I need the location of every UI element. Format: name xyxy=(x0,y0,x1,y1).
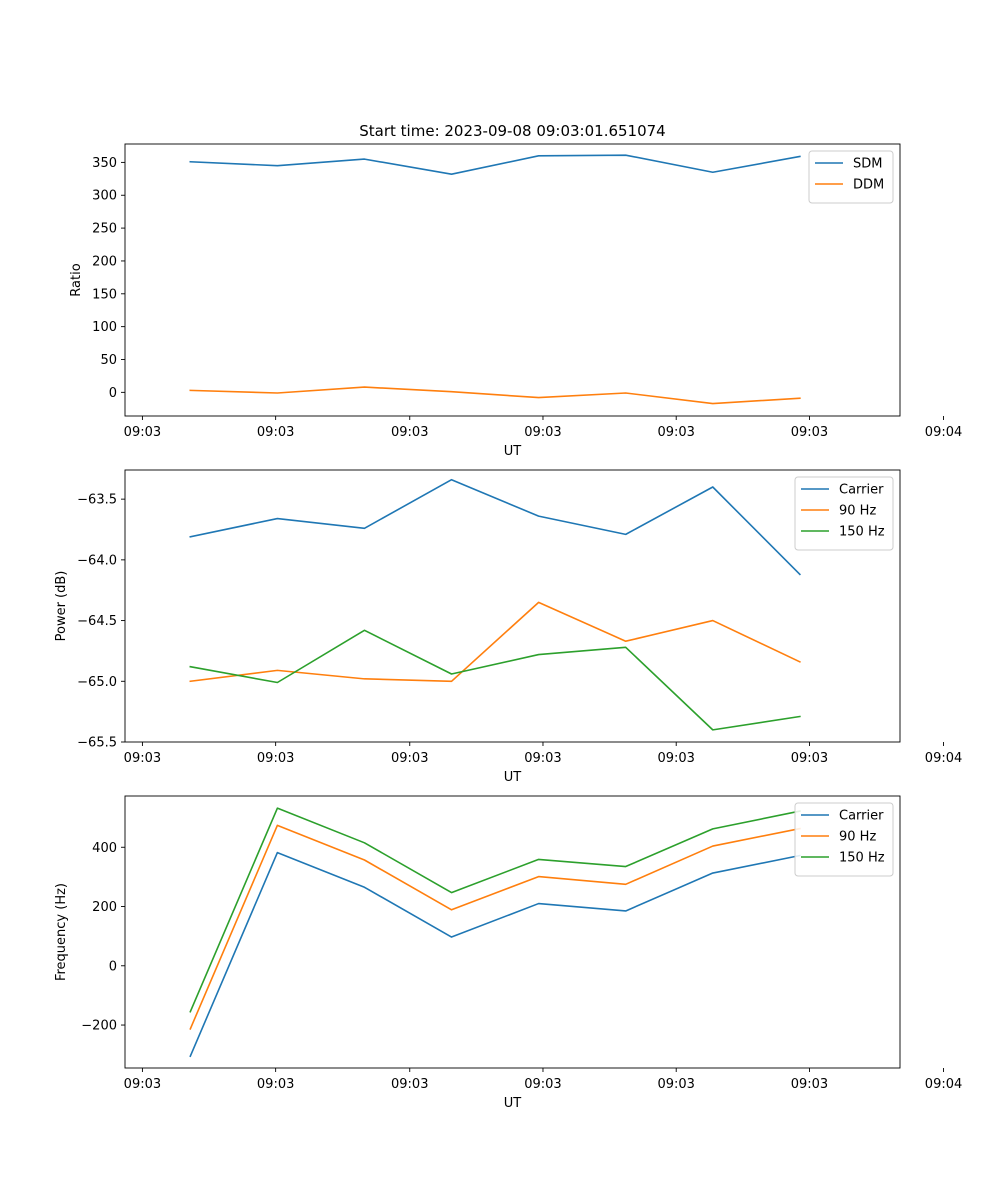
x-axis-label: UT xyxy=(504,770,522,785)
legend-label: 90 Hz xyxy=(839,830,876,845)
x-tick-label: 09:03 xyxy=(391,751,428,766)
y-tick-label: −64.5 xyxy=(77,614,117,629)
x-tick-label: 09:04 xyxy=(925,425,962,440)
legend: Carrier 90 Hz 150 Hz xyxy=(794,802,894,877)
chart-title: Start time: 2023-09-08 09:03:01.651074 xyxy=(359,122,665,140)
x-tick-label: 09:03 xyxy=(124,1077,161,1092)
legend-label: Carrier xyxy=(839,809,884,824)
y-tick-label: 50 xyxy=(100,353,117,368)
y-tick-label: −63.5 xyxy=(77,493,117,508)
y-tick-label: 0 xyxy=(109,386,117,401)
x-tick-label: 09:03 xyxy=(791,751,828,766)
plot-frame xyxy=(124,469,901,743)
x-tick-label: 09:03 xyxy=(257,1077,294,1092)
legend-box xyxy=(808,150,894,204)
y-tick-label: 350 xyxy=(92,156,117,171)
y-tick-label: 300 xyxy=(92,189,117,204)
x-tick-label: 09:03 xyxy=(657,425,694,440)
series-line-ddm xyxy=(189,386,801,405)
y-tick-label: 400 xyxy=(92,841,117,856)
chart-panel-3: 09:03 09:03 09:03 09:03 09:03 09:03 09:04 −200 0… xyxy=(54,795,962,1111)
x-tick-label: 09:03 xyxy=(391,425,428,440)
y-axis-label: Power (dB) xyxy=(54,571,69,642)
legend-label: SDM xyxy=(853,157,882,172)
x-tick-label: 09:03 xyxy=(124,425,161,440)
legend: SDM DDM xyxy=(808,150,894,204)
x-tick-label: 09:03 xyxy=(524,425,561,440)
series-line-sdm xyxy=(189,154,801,176)
y-tick-label: −200 xyxy=(81,1019,117,1034)
series-line-150-hz xyxy=(189,629,801,731)
plot-frame xyxy=(124,795,901,1069)
legend-label: DDM xyxy=(853,178,884,193)
y-tick-label: 250 xyxy=(92,222,117,237)
series-line-90-hz xyxy=(189,824,801,1030)
x-tick-label: 09:03 xyxy=(391,1077,428,1092)
legend-label: 150 Hz xyxy=(839,525,885,540)
y-tick-label: −65.5 xyxy=(77,736,117,751)
chart-panel-2: 09:03 09:03 09:03 09:03 09:03 09:03 09:04 −65.5… xyxy=(54,469,962,785)
chart-panel-1: 09:03 09:03 09:03 09:03 09:03 09:03 09:04 0 50 10… xyxy=(69,122,962,459)
y-tick-label: −65.0 xyxy=(77,675,117,690)
x-tick-label: 09:03 xyxy=(257,751,294,766)
x-axis-label: UT xyxy=(504,444,522,459)
series-line-90-hz xyxy=(189,601,801,683)
legend: Carrier 90 Hz 150 Hz xyxy=(794,476,894,551)
x-tick-label: 09:03 xyxy=(257,425,294,440)
series-line-150-hz xyxy=(189,807,801,1013)
legend-label: 150 Hz xyxy=(839,851,885,866)
y-tick-label: −64.0 xyxy=(77,553,117,568)
y-axis-label: Frequency (Hz) xyxy=(54,883,69,981)
x-tick-label: 09:03 xyxy=(657,751,694,766)
x-tick-label: 09:03 xyxy=(524,751,561,766)
x-tick-label: 09:04 xyxy=(925,751,962,766)
y-tick-label: 200 xyxy=(92,254,117,269)
x-tick-label: 09:03 xyxy=(657,1077,694,1092)
x-tick-label: 09:03 xyxy=(524,1077,561,1092)
x-tick-label: 09:03 xyxy=(124,751,161,766)
plot-frame xyxy=(124,143,901,417)
y-axis-label: Ratio xyxy=(69,263,84,296)
legend-label: 90 Hz xyxy=(839,504,876,519)
y-tick-label: 100 xyxy=(92,320,117,335)
x-tick-label: 09:03 xyxy=(791,1077,828,1092)
series-line-carrier xyxy=(189,478,801,576)
y-tick-label: 150 xyxy=(92,287,117,302)
y-tick-label: 0 xyxy=(109,959,117,974)
legend-label: Carrier xyxy=(839,483,884,498)
x-tick-label: 09:03 xyxy=(791,425,828,440)
x-tick-label: 09:04 xyxy=(925,1077,962,1092)
x-axis-label: UT xyxy=(504,1096,522,1111)
series-line-carrier xyxy=(189,851,801,1058)
y-tick-label: 200 xyxy=(92,900,117,915)
